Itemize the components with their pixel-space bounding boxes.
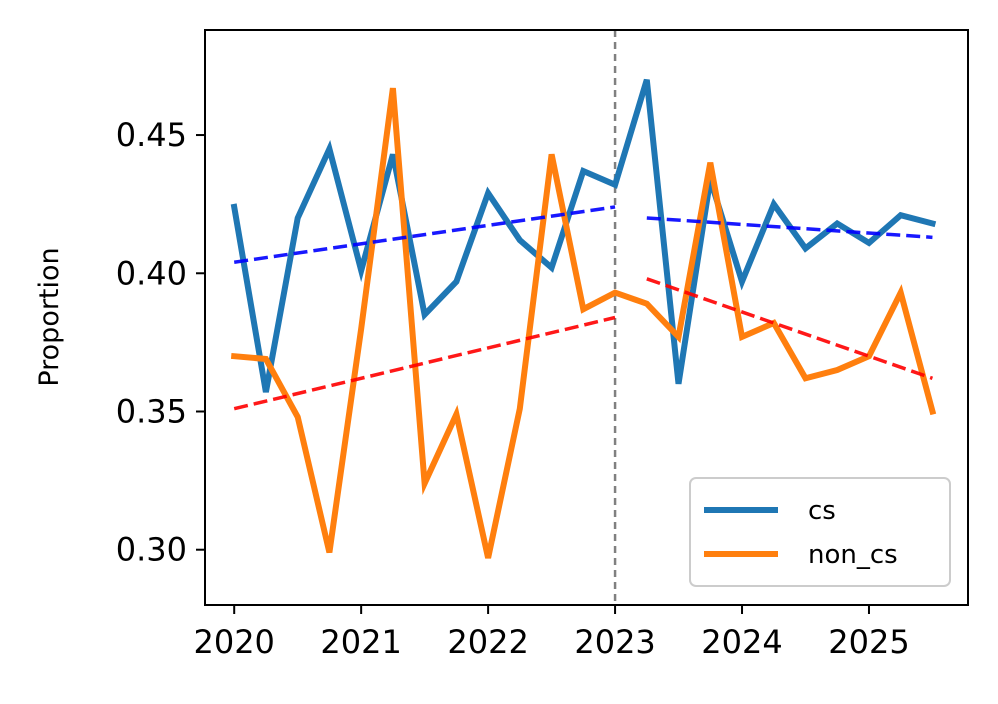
legend: cs non_cs (689, 477, 951, 587)
y-tick-label: 0.30 (116, 531, 187, 569)
axes-frame (204, 29, 969, 606)
legend-box (689, 477, 951, 587)
x-tick-label: 2023 (574, 623, 655, 661)
legend-label-non-cs: non_cs (808, 540, 898, 570)
legend-label-cs: cs (808, 496, 836, 526)
cs-trend-post-line (646, 216, 933, 240)
series-line-non-cs (230, 87, 937, 559)
plot-content (230, 30, 937, 605)
x-tick-label: 2021 (320, 623, 401, 661)
non-cs-trend-post-line (646, 277, 934, 380)
axes: 2020 2021 2022 2023 2024 2025 0.30 0.35 0.40 0.45 (116, 29, 969, 661)
y-tick-label: 0.35 (116, 392, 187, 430)
series-line-cs (230, 78, 937, 393)
x-tick-label: 2022 (447, 623, 528, 661)
non-cs-trend-pre-line (233, 315, 616, 411)
y-tick-label: 0.45 (116, 116, 187, 154)
y-tick-label: 0.40 (116, 254, 187, 292)
cs-trend-pre-line (233, 205, 616, 264)
x-tick-label: 2025 (828, 623, 909, 661)
plot-area (230, 30, 937, 605)
x-tick-label: 2024 (701, 623, 782, 661)
x-tick-label: 2020 (193, 623, 274, 661)
y-axis-label: Proportion (34, 247, 65, 386)
